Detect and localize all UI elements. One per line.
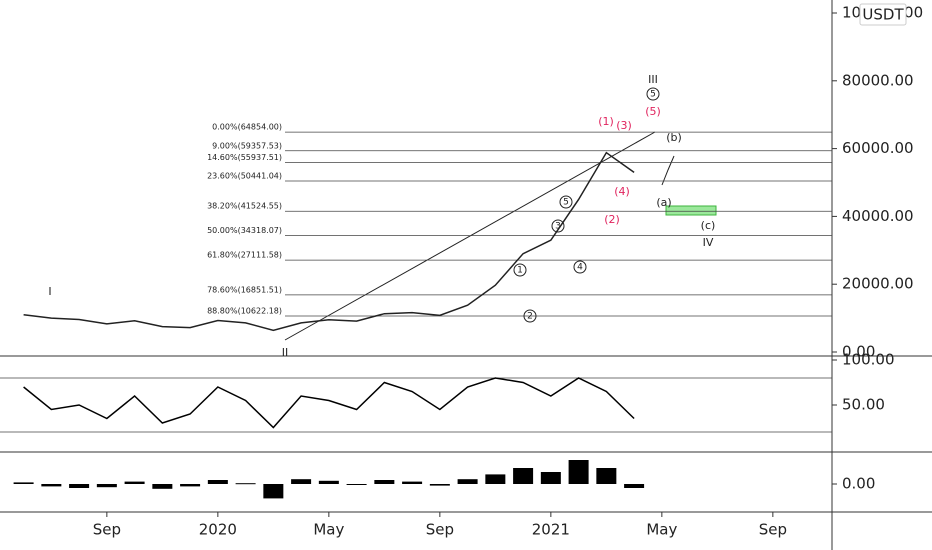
bar: [596, 468, 617, 484]
wave-label: 2: [527, 312, 533, 322]
fib-label: 14.60%(55937.51): [207, 153, 282, 162]
wave-label: (2): [604, 213, 620, 226]
fib-label: 61.80%(27111.58): [207, 251, 282, 260]
bar: [485, 474, 506, 484]
y-tick-label: 50.00: [842, 396, 885, 414]
bar: [374, 480, 395, 484]
bar: [69, 484, 90, 488]
bar: [207, 480, 228, 484]
y-tick-label: 0.00: [842, 343, 875, 361]
wave-label: (c): [701, 219, 716, 232]
bar: [513, 468, 534, 484]
currency-box: [859, 3, 907, 26]
wave-label: IV: [703, 236, 714, 249]
bar: [624, 484, 645, 488]
bar: [318, 480, 339, 484]
y-tick-label: 20000.00: [842, 275, 914, 293]
bar: [457, 479, 478, 484]
bar: [13, 482, 34, 484]
wave-circle: [559, 195, 573, 209]
bar: [568, 460, 589, 484]
y-tick-label: 0.00: [842, 475, 875, 493]
bar: [402, 481, 423, 484]
wave-label: 1: [517, 266, 523, 276]
wave-label: (a): [656, 196, 671, 209]
x-tick-label: May: [646, 521, 677, 539]
x-tick-label: May: [313, 521, 344, 539]
x-tick-label: 2021: [532, 521, 570, 539]
fib-label: 9.00%(59357.53): [212, 141, 282, 150]
wave-circle: [523, 309, 537, 323]
y-tick-label: 100.00: [842, 351, 895, 369]
wave-label: 5: [650, 90, 656, 100]
wave-label: 5: [563, 198, 569, 208]
y-tick-label: 40000.00: [842, 207, 914, 225]
bar: [180, 484, 201, 487]
wave-label: 4: [577, 263, 583, 273]
projection: [661, 155, 675, 186]
bar: [235, 483, 256, 485]
x-tick-label: Sep: [93, 521, 121, 539]
wave-label: III: [648, 73, 658, 86]
wave-label: (4): [614, 185, 630, 198]
wave-circle: [573, 260, 587, 274]
bar: [96, 484, 117, 488]
currency: USDT: [862, 6, 904, 24]
bar: [263, 484, 284, 499]
wave-label: (1): [598, 115, 614, 128]
bar: [540, 472, 561, 484]
bar: [346, 484, 367, 485]
fib-label: 88.80%(10622.18): [207, 306, 282, 315]
x-tick-label: Sep: [426, 521, 454, 539]
target-zone: [665, 205, 717, 216]
y-tick-label: 80000.00: [842, 71, 914, 89]
wave-label: (5): [645, 105, 661, 118]
wave-circle: [646, 87, 660, 101]
series-line: [23, 151, 635, 332]
bar: [41, 484, 62, 487]
x-tick-label: 2020: [199, 521, 237, 539]
fib-label: 78.60%(16851.51): [207, 285, 282, 294]
wave-circle: [551, 219, 565, 233]
wave-label: 3: [555, 222, 561, 232]
bar: [429, 484, 450, 486]
wave-label: I: [48, 285, 51, 298]
fib-label: 0.00%(64854.00): [212, 123, 282, 132]
bar: [152, 484, 173, 489]
series-line: [23, 377, 635, 429]
wave-label: (3): [616, 119, 632, 132]
y-tick-label: 60000.00: [842, 139, 914, 157]
wave-label: II: [282, 346, 289, 359]
fib-label: 50.00%(34318.07): [207, 226, 282, 235]
fib-label: 38.20%(41524.55): [207, 202, 282, 211]
wave-circle: [513, 263, 527, 277]
wave-label: (b): [666, 131, 682, 144]
bar: [124, 481, 145, 484]
bar: [291, 479, 312, 484]
x-tick-label: Sep: [759, 521, 787, 539]
fib-label: 23.60%(50441.04): [207, 172, 282, 181]
